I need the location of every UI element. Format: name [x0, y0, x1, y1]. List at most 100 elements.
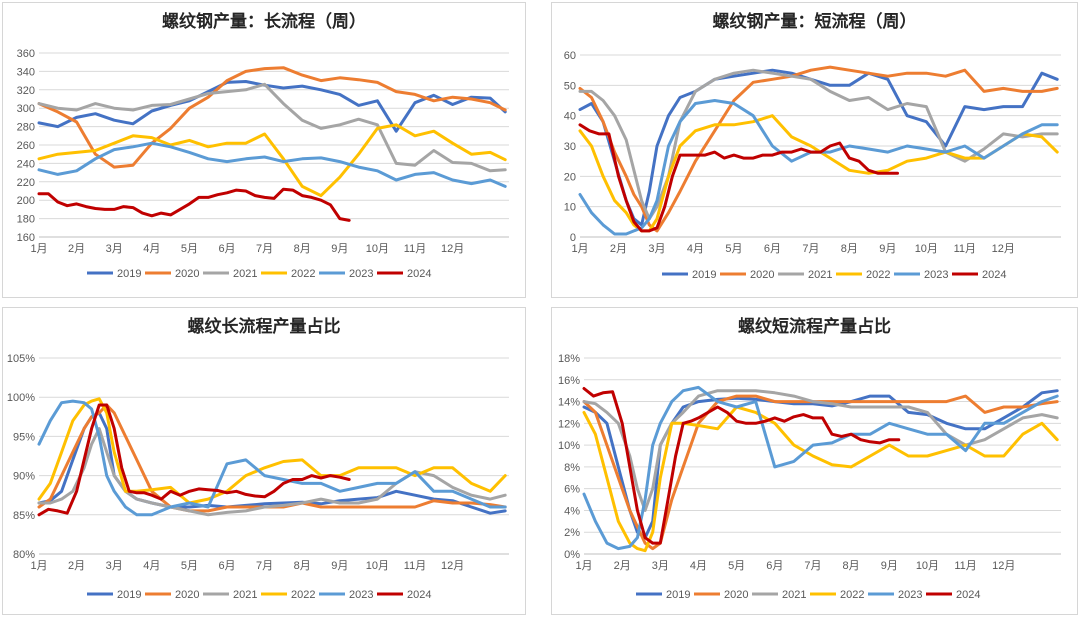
- series-line-2020: [582, 394, 1059, 551]
- series-line-2023: [578, 99, 1059, 236]
- x-tick-label: 11月: [954, 243, 976, 255]
- x-tick-label: 7月: [256, 560, 273, 572]
- legend-label-2021: 2021: [808, 269, 832, 281]
- series-line-2020: [37, 66, 507, 169]
- x-tick-label: 9月: [331, 243, 348, 255]
- x-tick-label: 8月: [843, 560, 860, 572]
- x-tick-label: 2月: [68, 560, 85, 572]
- x-tick-label: 11月: [404, 560, 426, 572]
- legend: 2019 2020 2021 2022 2023 2024: [87, 268, 431, 280]
- y-tick-label: 60: [564, 50, 576, 62]
- legend-label-2020: 2020: [175, 589, 199, 601]
- x-tick-label: 5月: [728, 560, 745, 572]
- x-tick-label: 6月: [218, 560, 235, 572]
- y-tick-label: 240: [17, 158, 35, 170]
- legend-label-2024: 2024: [407, 589, 431, 601]
- x-tick-label: 12月: [992, 560, 1015, 572]
- y-tick-label: 340: [17, 66, 35, 78]
- series-line-2023: [37, 141, 507, 188]
- x-tick-label: 12月: [441, 560, 464, 572]
- series-line-2024: [582, 387, 901, 545]
- x-tick-label: 7月: [802, 243, 819, 255]
- y-tick-label: 2%: [564, 527, 580, 539]
- x-tick-label: 3月: [106, 560, 123, 572]
- x-tick-label: 4月: [690, 560, 707, 572]
- series-line-2024: [37, 403, 351, 517]
- x-tick-label: 3月: [648, 243, 665, 255]
- chart-svg-short-process-output: 螺纹钢产量：短流程（周） 0 10 20 30 40 50 60 1月 2月 3月 4月 5月 6月 7月 8…: [564, 11, 1061, 281]
- y-tick-label: 18%: [558, 353, 580, 365]
- x-tick-label: 1月: [571, 243, 588, 255]
- legend-label-2020: 2020: [724, 589, 748, 601]
- series-line-2023: [37, 399, 507, 517]
- x-tick-label: 12月: [992, 243, 1015, 255]
- x-tick-label: 4月: [143, 560, 160, 572]
- x-tick-label: 2月: [68, 243, 85, 255]
- series-line-2024: [578, 123, 899, 233]
- x-tick-label: 5月: [181, 243, 198, 255]
- legend-label-2019: 2019: [666, 589, 690, 601]
- x-tick-label: 6月: [764, 243, 781, 255]
- x-tick-label: 10月: [916, 560, 939, 572]
- y-tick-label: 12%: [558, 418, 580, 430]
- legend-label-2023: 2023: [349, 268, 373, 280]
- x-tick-label: 2月: [610, 243, 627, 255]
- y-tick-label: 160: [17, 232, 35, 244]
- y-tick-label: 360: [17, 48, 35, 60]
- y-tick-label: 260: [17, 140, 35, 152]
- y-tick-label: 220: [17, 177, 35, 189]
- y-tick-label: 16%: [558, 375, 580, 387]
- chart-title: 螺纹短流程产量占比: [738, 316, 891, 337]
- x-tick-label: 7月: [256, 243, 273, 255]
- x-tick-label: 3月: [652, 560, 669, 572]
- y-tick-label: 100%: [7, 392, 35, 404]
- series-line-2020: [578, 65, 1059, 233]
- series-line-2022: [582, 405, 1059, 553]
- x-tick-label: 1月: [575, 560, 592, 572]
- x-tick-label: 10月: [915, 243, 938, 255]
- y-tick-label: 30: [564, 141, 576, 153]
- x-tick-label: 10月: [366, 560, 389, 572]
- legend-label-2022: 2022: [291, 268, 315, 280]
- x-tick-label: 5月: [181, 560, 198, 572]
- y-tick-label: 8%: [564, 462, 580, 474]
- series-line-2022: [578, 114, 1059, 233]
- legend-label-2024: 2024: [982, 269, 1006, 281]
- series-line-2021: [578, 68, 1059, 221]
- x-tick-label: 11月: [954, 560, 976, 572]
- legend-label-2019: 2019: [692, 269, 716, 281]
- legend-label-2019: 2019: [117, 268, 141, 280]
- x-tick-label: 9月: [879, 243, 896, 255]
- x-tick-label: 8月: [294, 243, 311, 255]
- series-line-2019: [37, 80, 507, 133]
- chart-panel-long-process-share: 螺纹长流程产量占比 80% 85% 90% 95% 100% 105% 1月 2月 3月 4月 5月 6…: [2, 307, 526, 615]
- x-tick-label: 4月: [687, 243, 704, 255]
- x-tick-label: 6月: [218, 243, 235, 255]
- x-tick-label: 8月: [841, 243, 858, 255]
- y-tick-label: 105%: [7, 353, 35, 365]
- chart-panel-long-process-output: 螺纹钢产量：长流程（周） 160 180 200 220 240 260 280 300 320 3…: [2, 2, 526, 298]
- y-tick-label: 50: [564, 80, 576, 92]
- y-tick-label: 85%: [13, 510, 35, 522]
- y-tick-label: 200: [17, 195, 35, 207]
- legend-label-2021: 2021: [782, 589, 806, 601]
- chart-panel-short-process-output: 螺纹钢产量：短流程（周） 0 10 20 30 40 50 60 1月 2月 3月 4月 5月 6月 7月 8…: [551, 2, 1078, 298]
- legend-label-2021: 2021: [233, 589, 257, 601]
- x-tick-label: 11月: [404, 243, 426, 255]
- y-tick-label: 0: [570, 232, 576, 244]
- x-tick-label: 1月: [30, 560, 47, 572]
- y-tick-label: 80%: [13, 549, 35, 561]
- y-tick-label: 280: [17, 122, 35, 134]
- chart-title: 螺纹钢产量：短流程（周）: [713, 11, 917, 32]
- chart-title: 螺纹长流程产量占比: [188, 316, 341, 337]
- y-tick-label: 320: [17, 85, 35, 97]
- x-tick-label: 3月: [106, 243, 123, 255]
- y-tick-label: 10: [564, 202, 576, 214]
- legend-label-2024: 2024: [407, 268, 431, 280]
- legend-label-2020: 2020: [750, 269, 774, 281]
- y-tick-label: 300: [17, 103, 35, 115]
- y-tick-label: 40: [564, 111, 576, 123]
- y-tick-label: 20: [564, 171, 576, 183]
- legend: 2019 2020 2021 2022 2023 2024: [87, 589, 431, 601]
- x-tick-label: 9月: [331, 560, 348, 572]
